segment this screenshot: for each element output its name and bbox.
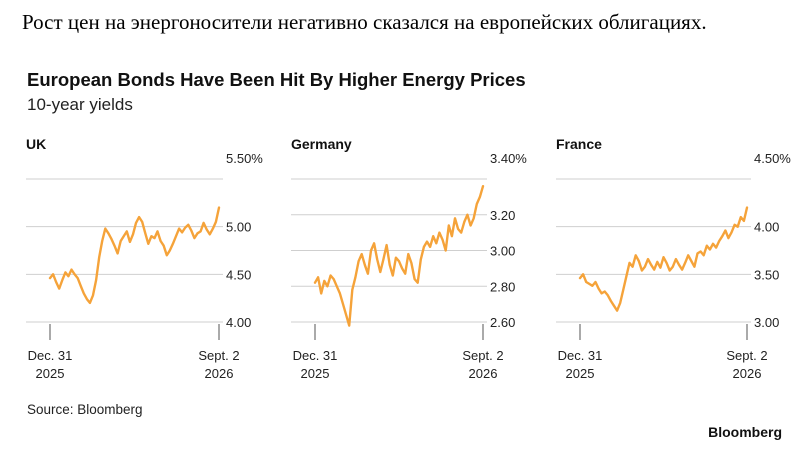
y-tick-label: 3.50 (754, 267, 779, 282)
series-line (48, 206, 221, 305)
x-tick-label-year: 2025 (301, 366, 330, 381)
x-tick-label-year: 2025 (36, 366, 65, 381)
x-tick-label-year: 2026 (469, 366, 498, 381)
y-tick-label: 4.50 (226, 267, 251, 282)
x-tick-label-year: 2026 (205, 366, 234, 381)
x-tick-label: Dec. 31 (293, 348, 338, 363)
panel-title: UK (26, 136, 46, 152)
y-tick-label: 4.00 (754, 220, 779, 235)
y-tick-label: 4.00 (226, 315, 251, 330)
x-tick-label: Sept. 2 (198, 348, 239, 363)
x-tick-label: Sept. 2 (726, 348, 767, 363)
panel-title: France (556, 136, 602, 152)
x-tick-label-year: 2025 (566, 366, 595, 381)
chart-title: European Bonds Have Been Hit By Higher E… (27, 69, 526, 90)
y-tick-label: 2.80 (490, 279, 515, 294)
source-note: Source: Bloomberg (27, 402, 143, 417)
chart-subtitle: 10-year yields (27, 95, 133, 114)
series-line (313, 185, 485, 327)
y-tick-label: 2.60 (490, 315, 515, 330)
x-tick-label: Sept. 2 (462, 348, 503, 363)
y-tick-label: 4.50% (754, 151, 791, 166)
x-tick-label: Dec. 31 (28, 348, 73, 363)
panel-title: Germany (291, 136, 352, 152)
y-tick-label: 3.00 (754, 315, 779, 330)
article-caption: Рост цен на энергоносители негативно ска… (22, 10, 707, 34)
brand-logo: Bloomberg (708, 424, 782, 440)
x-tick-label: Dec. 31 (558, 348, 603, 363)
series-line (578, 206, 749, 312)
x-tick-label-year: 2026 (733, 366, 762, 381)
y-tick-label: 5.00 (226, 220, 251, 235)
charts-area: UK 5.50% 5.00 4.50 4.00 Dec. 31 2025 Sept. 2 202… (26, 136, 791, 381)
y-tick-label: 5.50% (226, 151, 263, 166)
y-tick-label: 3.40% (490, 151, 527, 166)
y-tick-label: 3.00 (490, 244, 515, 259)
y-tick-label: 3.20 (490, 208, 515, 223)
